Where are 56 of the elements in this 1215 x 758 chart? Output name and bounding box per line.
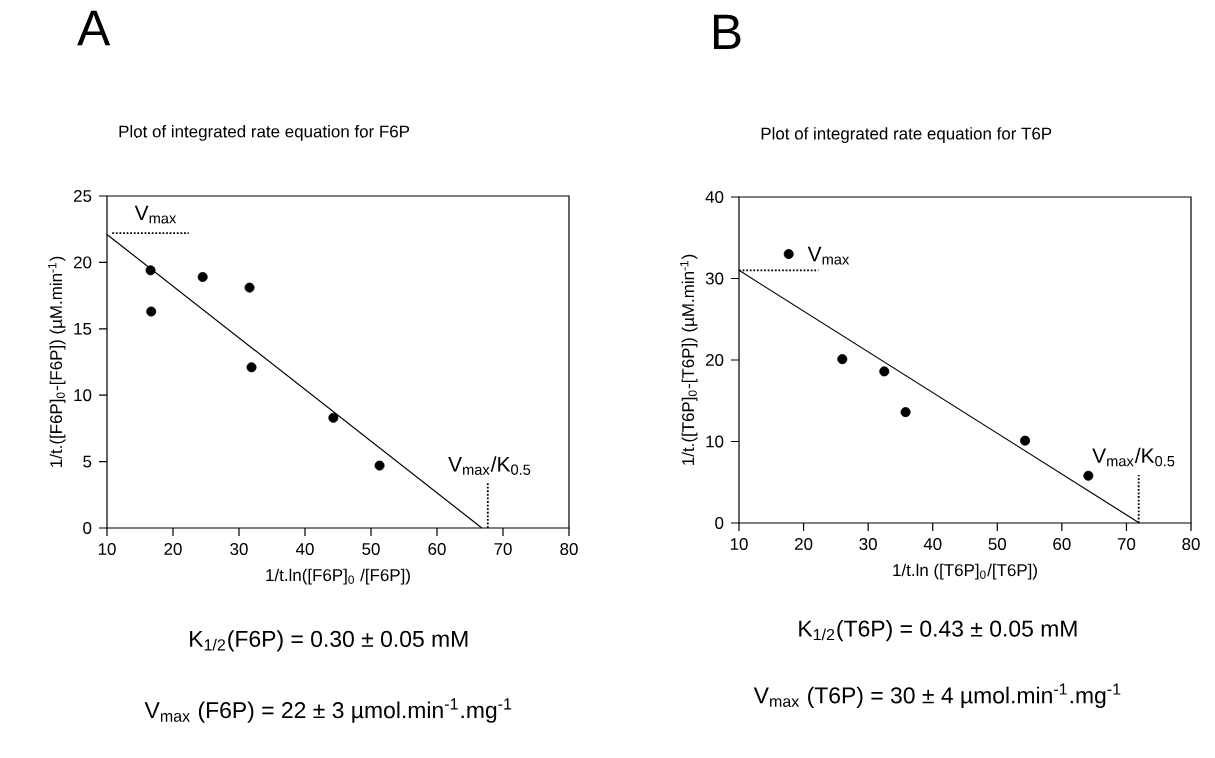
x-tick-label: 70 [494, 543, 512, 556]
x-tick-label: 30 [859, 538, 877, 551]
point [246, 362, 257, 373]
text: V$_{max}$ (T6P) = 30 ± 4 µmol.min$^{-1}$.mg$^{-1}$ [753, 683, 1121, 709]
x-tick-label: 30 [230, 543, 248, 556]
x-tick-label: 10 [730, 538, 748, 551]
x-tick-label: 60 [1053, 538, 1071, 551]
chart-subtitle: Plot of integrated rate equation for F6P [119, 125, 410, 141]
chart-subtitle: Plot of integrated rate equation for T6P [761, 127, 1052, 143]
x-tick-label: 50 [988, 538, 1007, 551]
chart-title: B [713, 14, 741, 49]
y-tick-label: 10 [706, 435, 724, 448]
y-tick-label: 0 [715, 517, 724, 529]
y-tick-label: 30 [705, 272, 724, 285]
annotation: V$_{max}$ [134, 205, 177, 224]
chart-title: A [77, 10, 111, 46]
annotation: V$_{max}$/K$_{0.5}$ [448, 456, 531, 475]
x-tick-label: 60 [428, 543, 446, 556]
x-tick-label: 10 [98, 543, 116, 556]
annotation: V$_{max}$ [807, 246, 850, 265]
y-axis-title: 1/t.([T6P]$_{0}$-[T6P]) (µM.min$^{-1}$) [680, 254, 698, 465]
point [900, 407, 911, 418]
x-tick-label: 40 [923, 538, 942, 551]
point [197, 272, 208, 282]
x-tick-label: 20 [795, 538, 813, 551]
y-tick-label: 20 [73, 256, 92, 269]
y-tick-label: 15 [74, 322, 92, 335]
x-tick-label: 50 [362, 543, 380, 556]
point [1083, 470, 1094, 481]
point [837, 354, 848, 365]
point [244, 282, 255, 293]
text: K$_{1/2}$(F6P) = 0.30 ± 0.05 mM [190, 630, 468, 652]
point [783, 249, 794, 260]
y-tick-label: 0 [83, 522, 92, 534]
x-axis-title: 1/t.ln ([T6P]$_{0}$/[T6P]) [893, 563, 1037, 580]
x-tick-label: 80 [1182, 538, 1200, 551]
x-tick-label: 70 [1117, 538, 1136, 551]
point [374, 460, 385, 471]
y-tick-label: 10 [74, 389, 92, 402]
y-tick-label: 5 [83, 455, 92, 468]
text: K$_{1/2}$(T6P) = 0.43 ± 0.05 mM [799, 619, 1077, 642]
x-tick-label: 80 [560, 543, 578, 556]
point [146, 306, 157, 317]
point [1020, 435, 1031, 446]
x-tick-label: 20 [164, 543, 182, 556]
y-tick-label: 20 [705, 354, 724, 366]
point [328, 412, 339, 423]
x-tick-label: 40 [295, 543, 314, 556]
x-axis-title: 1/t.ln([F6P]$_{0}$ /[F6P]) [266, 568, 410, 585]
point [879, 366, 890, 377]
y-tick-label: 40 [705, 191, 724, 203]
annotation: V$_{max}$/K$_{0.5}$ [1092, 447, 1175, 467]
text: V$_{max}$ (F6P) = 22 ± 3 µmol.min$^{-1}$.mg$^{-1}$ [144, 698, 512, 723]
point [145, 265, 156, 276]
y-tick-label: 25 [73, 190, 92, 202]
y-axis-title: 1/t.([F6P]$_{0}$-[F6P]) (µM.min$^{-1}$) [48, 256, 66, 467]
